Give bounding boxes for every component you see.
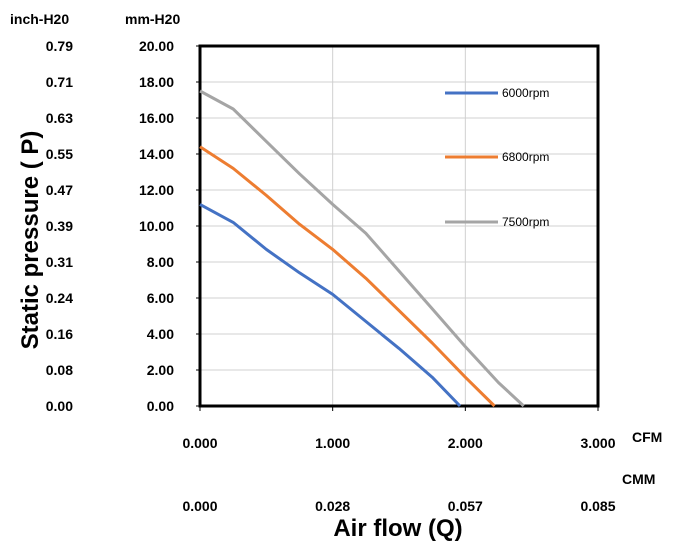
plot-frame — [198, 44, 600, 408]
y-tick-label-mm: 10.00 — [139, 218, 174, 234]
legend-label: 7500rpm — [502, 215, 549, 229]
x-tick-label-cfm: 2.000 — [448, 435, 483, 451]
series-line-6000rpm — [199, 203, 462, 408]
y-tick-label-mm: 12.00 — [139, 182, 174, 198]
y-tick-label-mm: 8.00 — [147, 254, 174, 270]
x-unit-primary-label: CFM — [632, 429, 662, 445]
x-axis-title: Air flow (Q) — [333, 515, 462, 541]
x-tick-label-cfm: 1.000 — [315, 435, 350, 451]
plot-area-border — [198, 44, 600, 408]
x-tick-label-cmm: 0.085 — [580, 498, 615, 514]
y-tick-label-inch: 0.39 — [46, 218, 73, 234]
y-tick-label-mm: 0.00 — [147, 398, 174, 414]
y-tick-label-mm: 18.00 — [139, 74, 174, 90]
y-tick-label-mm: 16.00 — [139, 110, 174, 126]
series-line-6800rpm — [199, 145, 496, 408]
legend: 6000rpm 6800rpm 7500rpm — [445, 86, 549, 229]
x-tick-label-cmm: 0.028 — [315, 498, 350, 514]
y-tick-label-mm: 14.00 — [139, 146, 174, 162]
y-tick-label-inch: 0.55 — [46, 146, 73, 162]
legend-label: 6800rpm — [502, 150, 549, 164]
y-tick-label-mm: 2.00 — [147, 362, 174, 378]
x-tick-label-cmm: 0.000 — [182, 498, 217, 514]
y-tick-label-inch: 0.24 — [46, 290, 73, 306]
y-unit-left-label: inch-H20 — [10, 11, 69, 27]
legend-label: 6000rpm — [502, 86, 549, 100]
series-line-7500rpm — [199, 89, 525, 408]
y-unit-right-label: mm-H20 — [125, 11, 180, 27]
y-tick-label-inch: 0.71 — [46, 74, 73, 90]
y-tick-label-mm: 6.00 — [147, 290, 174, 306]
y-axis-title: Static pressure ( P) — [17, 131, 44, 350]
y-tick-label-inch: 0.16 — [46, 326, 73, 342]
y-tick-label-mm: 4.00 — [147, 326, 174, 342]
y-tick-label-inch: 0.79 — [46, 38, 73, 54]
y-tick-label-mm: 20.00 — [139, 38, 174, 54]
series-layer — [199, 89, 525, 408]
x-tick-label-cfm: 3.000 — [580, 435, 615, 451]
x-unit-secondary-label: CMM — [622, 471, 655, 487]
y-tick-label-inch: 0.63 — [46, 110, 73, 126]
tick-labels: 0.00 0.00 0.08 2.00 0.16 4.00 0.24 6.00 0.31 8.00… — [46, 38, 616, 514]
x-tick-label-cfm: 0.000 — [182, 435, 217, 451]
y-tick-label-inch: 0.31 — [46, 254, 73, 270]
y-tick-label-inch: 0.47 — [46, 182, 73, 198]
x-tick-label-cmm: 0.057 — [448, 498, 483, 514]
y-tick-label-inch: 0.08 — [46, 362, 73, 378]
y-tick-label-inch: 0.00 — [46, 398, 73, 414]
grid-layer — [196, 45, 599, 411]
